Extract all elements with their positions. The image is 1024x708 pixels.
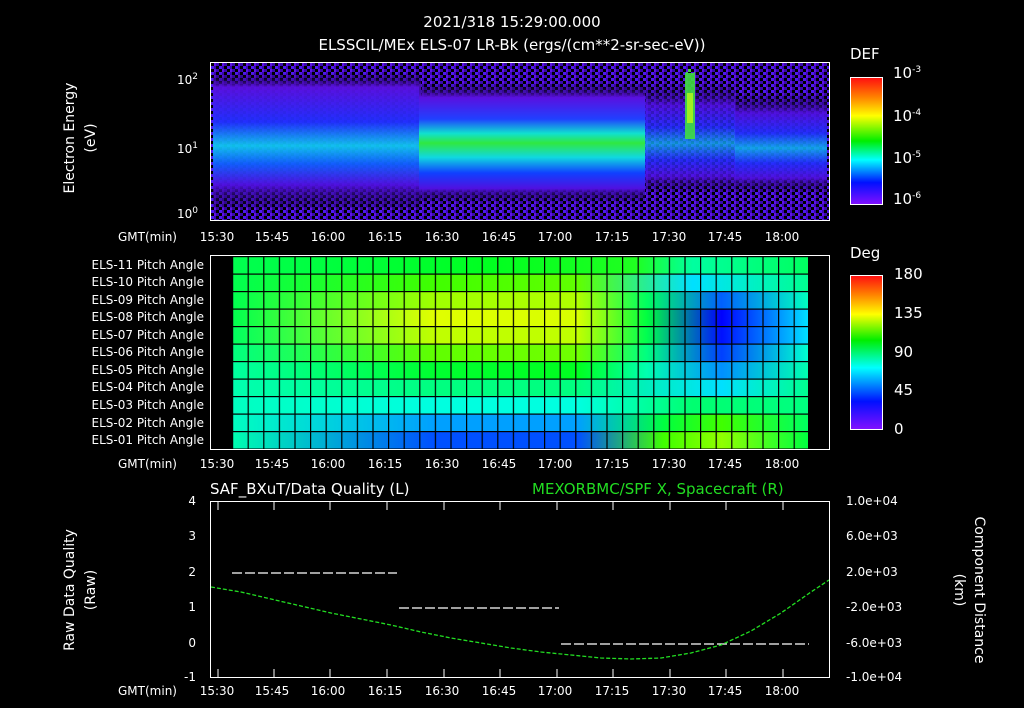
deg-colorbar — [850, 275, 883, 430]
x-tick: 16:00 — [310, 684, 346, 698]
def-colorbar — [850, 77, 883, 205]
x-axis-label-1: GMT(min) — [118, 230, 177, 244]
x-tick: 18:00 — [764, 457, 800, 471]
energy-ytick-100: 102 — [176, 72, 198, 87]
deg-tick-0: 0 — [894, 420, 904, 438]
x-tick: 17:15 — [594, 457, 630, 471]
panel3-left-title: SAF_BXuT/Data Quality (L) — [210, 480, 410, 498]
left-ytick-neg1: -1 — [184, 670, 196, 684]
x-tick: 17:45 — [707, 684, 743, 698]
energy-ytick-1: 100 — [176, 206, 198, 221]
distance-axis-unit: (km) — [951, 573, 967, 607]
quality-axis-label: Raw Data Quality — [62, 529, 78, 651]
x-tick: 17:45 — [707, 457, 743, 471]
x-tick: 16:15 — [367, 230, 403, 244]
x-tick: 16:45 — [481, 230, 517, 244]
row-label-els-04: ELS-04 Pitch Angle — [91, 380, 204, 394]
left-ytick-4: 4 — [188, 494, 196, 508]
x-tick: 17:00 — [537, 684, 573, 698]
x-tick: 16:30 — [424, 457, 460, 471]
row-label-els-06: ELS-06 Pitch Angle — [91, 345, 204, 359]
x-tick: 16:15 — [367, 684, 403, 698]
left-ytick-2: 2 — [188, 565, 196, 579]
data-quality-series — [232, 572, 809, 645]
quality-axis-unit: (Raw) — [83, 569, 99, 611]
deg-tick-45: 45 — [894, 381, 914, 399]
x-tick: 17:30 — [651, 230, 687, 244]
pitch-angle-heatmap — [232, 256, 808, 449]
x-tick: 17:30 — [651, 457, 687, 471]
def-tick-1e-6: 10-6 — [893, 190, 922, 208]
energy-axis-label: Electron Energy — [62, 82, 78, 194]
x-tick: 17:15 — [594, 684, 630, 698]
right-ytick-neg6e3: -6.0e+03 — [846, 636, 903, 650]
x-axis-label-3: GMT(min) — [118, 684, 177, 698]
plot-timestamp: 2021/318 15:29:00.000 — [423, 13, 601, 31]
x-tick: 15:30 — [199, 684, 235, 698]
x-tick: 17:45 — [707, 230, 743, 244]
x-tick: 16:45 — [481, 684, 517, 698]
row-label-els-11: ELS-11 Pitch Angle — [91, 258, 204, 272]
right-ytick-neg1e4: -1.0e+04 — [846, 670, 903, 684]
x-tick: 15:45 — [254, 230, 290, 244]
x-tick: 17:15 — [594, 230, 630, 244]
x-tick: 16:00 — [310, 230, 346, 244]
x-tick: 16:45 — [481, 457, 517, 471]
deg-colorbar-title: Deg — [850, 244, 881, 262]
spacecraft-x-series — [211, 579, 829, 660]
x-axis-label-2: GMT(min) — [118, 457, 177, 471]
row-label-els-08: ELS-08 Pitch Angle — [91, 310, 204, 324]
energy-spectrogram — [211, 63, 829, 220]
energy-axis-unit: (eV) — [83, 123, 99, 153]
def-tick-1e-4: 10-4 — [893, 107, 922, 125]
pitch-angle-panel — [210, 255, 830, 450]
plot-subtitle: ELSSCIL/MEx ELS-07 LR-Bk (ergs/(cm**2-sr… — [318, 36, 706, 54]
x-tick: 18:00 — [764, 684, 800, 698]
def-tick-1e-3: 10-3 — [893, 64, 922, 82]
deg-tick-90: 90 — [894, 343, 914, 361]
def-tick-1e-5: 10-5 — [893, 149, 922, 167]
panel3-right-title: MEXORBMC/SPF X, Spacecraft (R) — [532, 480, 784, 498]
x-tick: 17:00 — [537, 457, 573, 471]
deg-tick-180: 180 — [894, 265, 923, 283]
quality-distance-plot — [211, 502, 829, 677]
row-label-els-07: ELS-07 Pitch Angle — [91, 328, 204, 342]
x-tick: 17:30 — [651, 684, 687, 698]
left-ytick-1: 1 — [188, 600, 196, 614]
row-label-els-01: ELS-01 Pitch Angle — [91, 433, 204, 447]
x-tick: 17:00 — [537, 230, 573, 244]
row-label-els-10: ELS-10 Pitch Angle — [91, 275, 204, 289]
row-label-els-05: ELS-05 Pitch Angle — [91, 363, 204, 377]
x-tick: 15:45 — [254, 684, 290, 698]
distance-axis-label: Component Distance — [971, 516, 987, 664]
x-tick: 15:45 — [254, 457, 290, 471]
row-label-els-02: ELS-02 Pitch Angle — [91, 416, 204, 430]
def-colorbar-title: DEF — [850, 45, 880, 63]
row-label-els-09: ELS-09 Pitch Angle — [91, 293, 204, 307]
left-ytick-3: 3 — [188, 529, 196, 543]
x-tick: 15:30 — [199, 230, 235, 244]
x-tick: 16:30 — [424, 230, 460, 244]
x-tick: 15:30 — [199, 457, 235, 471]
energy-ytick-10: 101 — [176, 141, 198, 156]
right-ytick-6e3: 6.0e+03 — [846, 529, 898, 543]
right-ytick-neg2e3: -2.0e+03 — [846, 600, 903, 614]
right-ytick-1e4: 1.0e+04 — [846, 494, 898, 508]
energy-spectrogram-panel — [210, 62, 830, 221]
left-ytick-0: 0 — [188, 636, 196, 650]
x-tick: 16:30 — [424, 684, 460, 698]
quality-distance-panel — [210, 501, 830, 678]
right-ytick-2e3: 2.0e+03 — [846, 565, 898, 579]
x-tick: 16:15 — [367, 457, 403, 471]
x-tick: 16:00 — [310, 457, 346, 471]
x-tick: 18:00 — [764, 230, 800, 244]
row-label-els-03: ELS-03 Pitch Angle — [91, 398, 204, 412]
deg-tick-135: 135 — [894, 304, 923, 322]
